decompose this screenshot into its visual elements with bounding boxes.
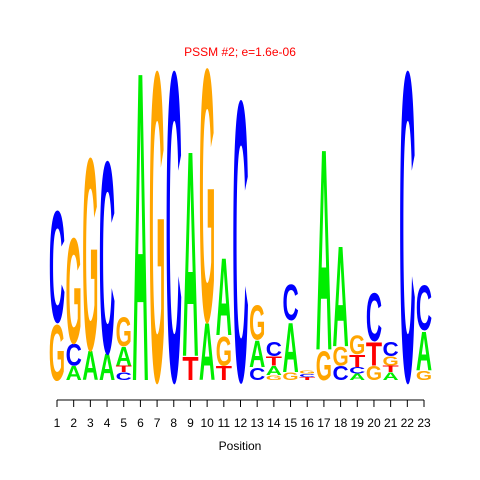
logo-letter: A: [116, 341, 132, 371]
x-tick-label: 20: [367, 416, 381, 430]
logo-letter: G: [332, 341, 348, 371]
logo-letter: G: [199, 0, 215, 397]
logo-letter: A: [282, 309, 298, 388]
x-tick-label: 11: [218, 416, 231, 430]
logo-letter: C: [383, 339, 399, 361]
x-tick-label: 6: [137, 416, 144, 430]
logo-letter: G: [299, 370, 318, 375]
logo-letter: C: [399, 0, 415, 474]
x-tick-label: 23: [417, 416, 431, 430]
logo-letter: C: [299, 373, 319, 378]
logo-letter: T: [266, 353, 282, 368]
logo-letter: G: [116, 308, 132, 355]
logo-letter: A: [349, 372, 367, 382]
logo-letter: C: [116, 371, 132, 383]
x-tick-label: 5: [120, 416, 127, 430]
logo-letter: G: [349, 330, 365, 360]
x-tick-label: 17: [317, 416, 331, 430]
logo-letter: C: [49, 178, 65, 356]
logo-letter: G: [383, 353, 399, 368]
x-tick-label: 18: [334, 416, 348, 430]
logo-letter: A: [316, 89, 332, 411]
x-tick-label: 21: [384, 416, 398, 430]
logo-letter: C: [332, 363, 348, 385]
logo-letter: T: [383, 364, 401, 374]
x-tick-label: 22: [401, 416, 415, 430]
logo-letter: C: [266, 339, 282, 361]
logo-letter: A: [216, 236, 232, 359]
logo-letter: G: [82, 101, 98, 408]
logo-letter: G: [216, 327, 232, 374]
logo-letter: G: [282, 371, 298, 383]
logo-letter: T: [299, 376, 317, 381]
logo-letter: G: [66, 207, 82, 375]
x-axis-label: Position: [219, 439, 262, 453]
logo-letter: A: [383, 371, 399, 383]
x-tick-label: 13: [251, 416, 265, 430]
logo-letter: G: [49, 308, 65, 397]
logo-letter: C: [282, 274, 298, 331]
logo-letter: C: [366, 279, 382, 356]
logo-letter: G: [249, 297, 265, 351]
x-tick-label: 2: [70, 416, 77, 430]
logo-letter: A: [199, 307, 215, 398]
chart-title: PSSM #2; e=1.6e-06: [184, 45, 296, 59]
logo-letter: A: [249, 333, 265, 375]
logo-letter: C: [232, 17, 248, 465]
logo-letter: T: [216, 363, 232, 385]
logo-letter: T: [182, 351, 198, 388]
x-tick-label: 9: [187, 416, 194, 430]
logo-letter: A: [416, 320, 432, 382]
logo-letter: A: [182, 90, 198, 419]
x-tick-label: 14: [267, 416, 281, 430]
x-tick-label: 3: [87, 416, 94, 430]
logo-letter: C: [349, 366, 367, 376]
x-tick-label: 19: [351, 416, 365, 430]
x-tick-label: 15: [284, 416, 298, 430]
logo-letter: G: [316, 342, 332, 389]
x-tick-label: 1: [54, 416, 61, 430]
logo-letter: A: [332, 216, 348, 377]
logo-letter: A: [82, 342, 98, 389]
x-tick-label: 4: [104, 416, 111, 430]
logo-letter: C: [66, 337, 82, 372]
x-tick-label: 12: [234, 416, 248, 430]
x-tick-label: 10: [200, 416, 214, 430]
logo-letter: T: [349, 351, 365, 371]
logo-letter: A: [132, 0, 148, 474]
logo-letter: G: [366, 363, 382, 385]
logo-letter: T: [116, 364, 134, 374]
logo-letter: A: [66, 363, 82, 385]
x-tick-label: 16: [301, 416, 315, 430]
x-tick-label: 7: [154, 416, 161, 430]
logo-letter: C: [416, 272, 432, 344]
logo-letter: A: [266, 363, 283, 378]
x-tick-label: 8: [170, 416, 177, 430]
logo-letter: C: [249, 364, 265, 384]
logo-letter: G: [416, 368, 432, 383]
logo-letter: T: [366, 336, 382, 373]
logo-letter: G: [266, 375, 282, 382]
logo-letter: G: [149, 0, 165, 474]
logo-letter: C: [99, 105, 115, 412]
logo-letter: A: [99, 346, 115, 388]
logo-letter: C: [166, 0, 182, 474]
